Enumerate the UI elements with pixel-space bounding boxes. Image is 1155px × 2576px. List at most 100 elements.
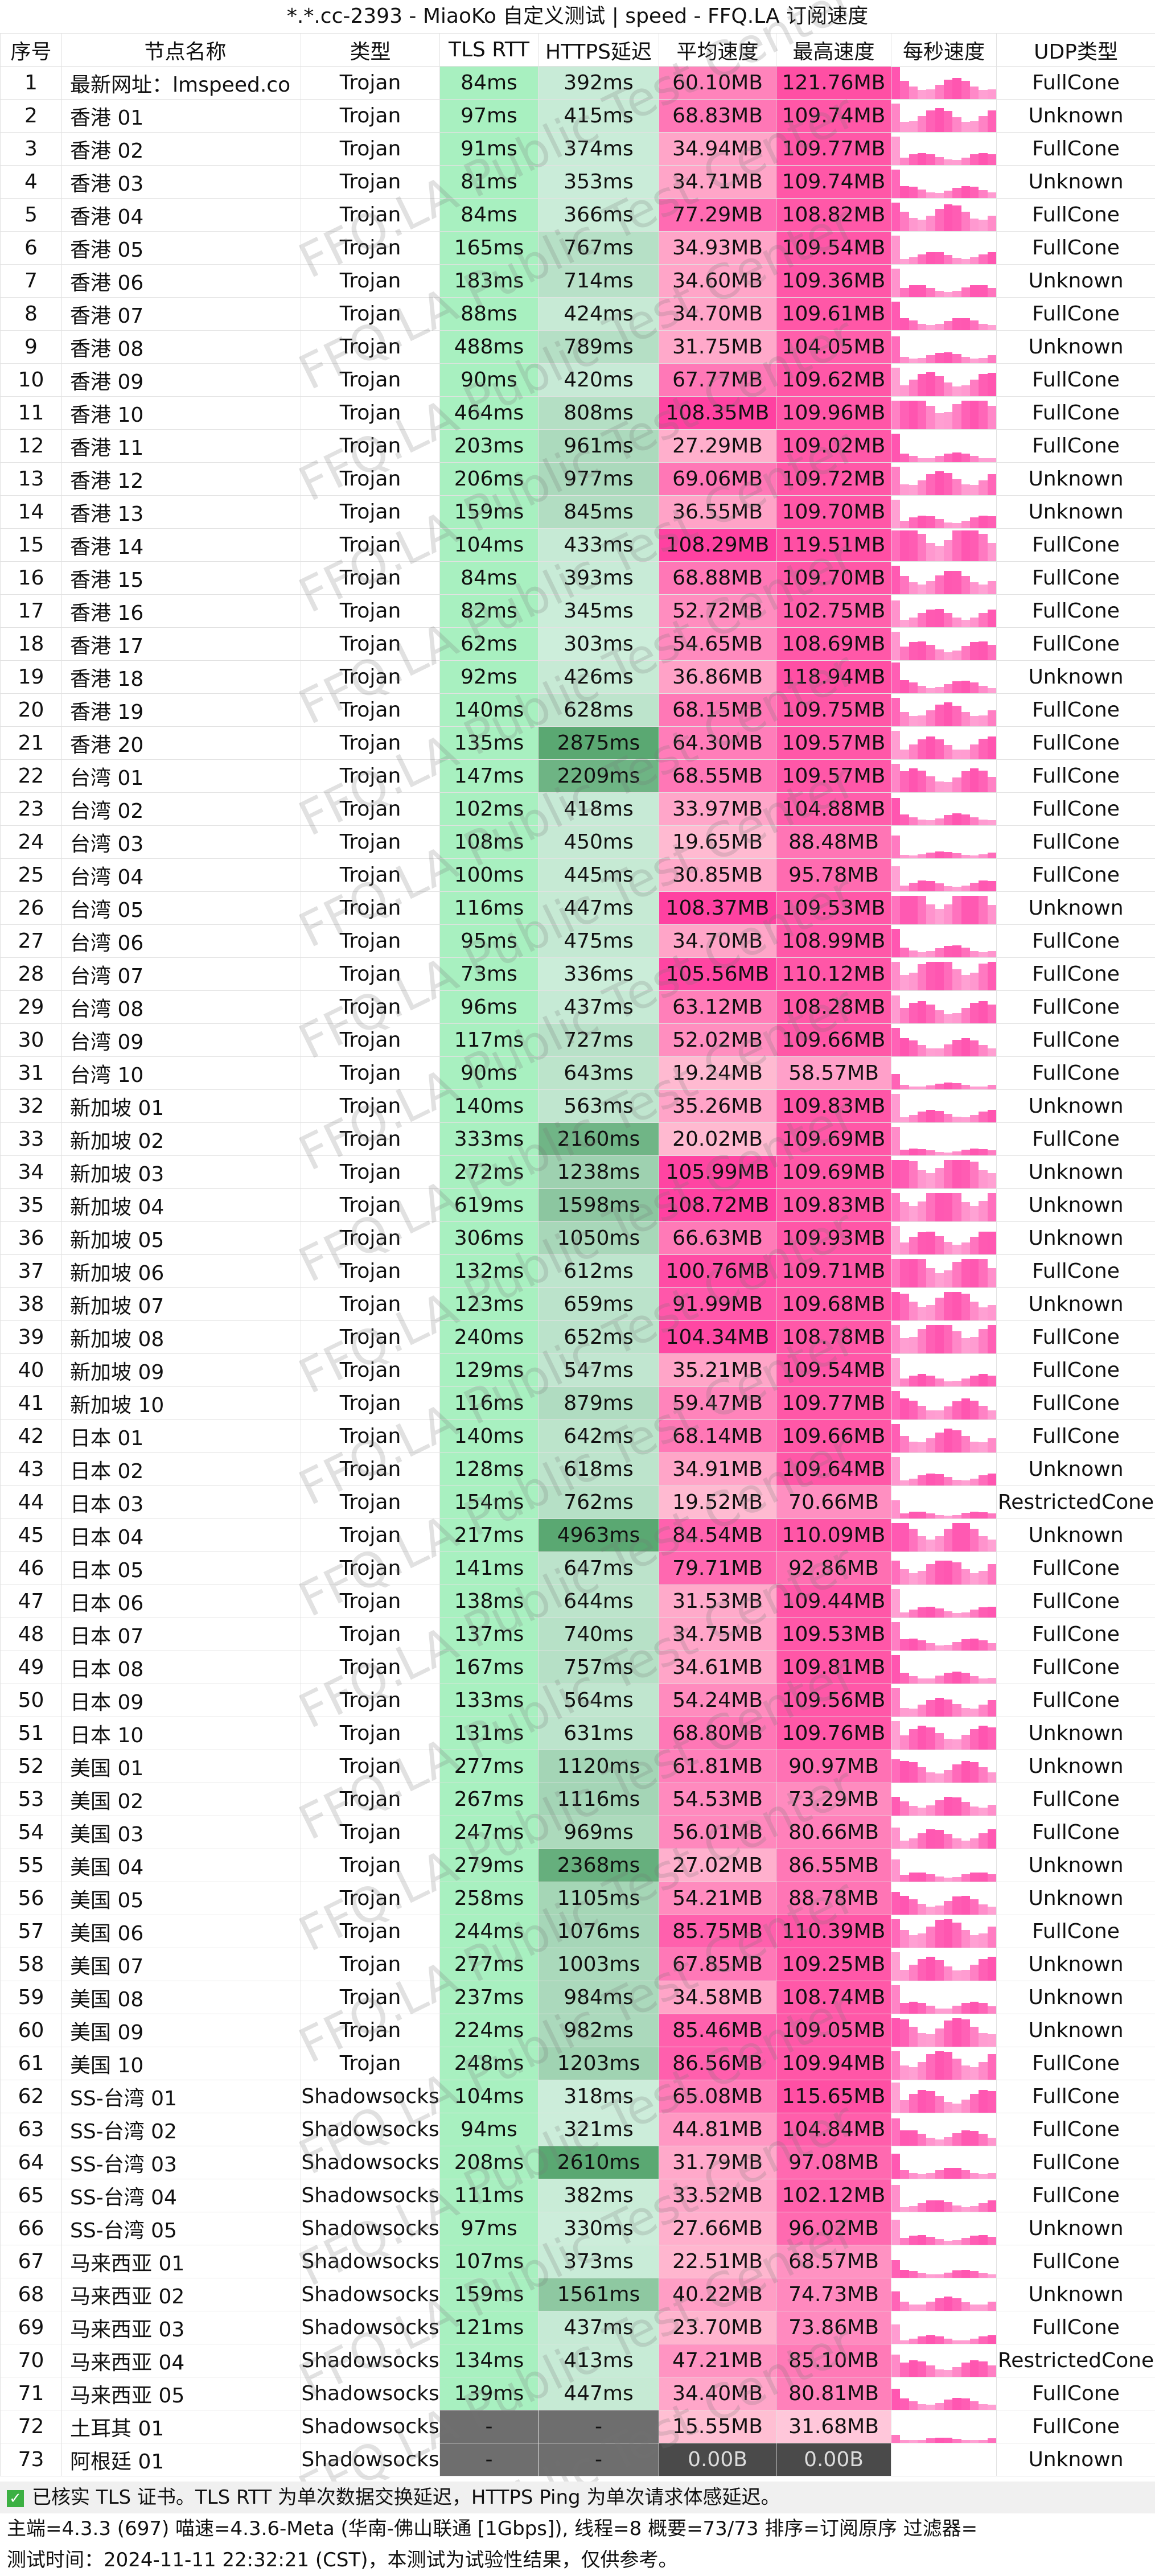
- sparkline-bar: [909, 1205, 918, 1221]
- sparkline-bar: [943, 2272, 953, 2278]
- sparkline-bar: [961, 1569, 970, 1585]
- max-speed: 109.69MB: [776, 1155, 891, 1189]
- sparkline-bar: [909, 2236, 918, 2245]
- sparkline-bar: [961, 646, 970, 660]
- sparkline-bar: [979, 1536, 988, 1552]
- sparkline-bar: [935, 1905, 944, 1915]
- max-speed: 109.68MB: [776, 1287, 891, 1321]
- sparkline-bar: [891, 1622, 901, 1651]
- sparkline-bars: [891, 727, 996, 759]
- sparkline-bar: [935, 1773, 944, 1783]
- sparkline-bar: [900, 1242, 909, 1254]
- node-type: Trojan: [301, 2047, 440, 2080]
- speed-sparkline: [891, 330, 997, 364]
- max-speed: 88.78MB: [776, 1882, 891, 1915]
- sparkline-bars: [891, 1751, 996, 1783]
- sparkline-bar: [909, 768, 918, 792]
- sparkline-bar: [900, 2003, 909, 2014]
- sparkline-bars: [891, 628, 996, 660]
- sparkline-bar: [935, 1919, 944, 1948]
- sparkline-bars: [891, 1057, 996, 1089]
- sparkline-bar: [935, 108, 944, 132]
- sparkline-bar: [926, 1325, 935, 1353]
- sparkline-bar: [952, 1261, 961, 1287]
- node-name: 新加坡 01: [61, 1089, 301, 1123]
- sparkline-bar: [961, 1612, 970, 1618]
- max-speed: 109.70MB: [776, 561, 891, 595]
- sparkline-bar: [943, 255, 953, 264]
- udp-type: FullCone: [996, 2410, 1155, 2443]
- sparkline-bar: [891, 1500, 901, 1519]
- sparkline-bar: [926, 1907, 935, 1915]
- tls-rtt: 91ms: [439, 132, 539, 166]
- node-type: Trojan: [301, 165, 440, 199]
- sparkline-bar: [979, 2003, 988, 2014]
- https-latency: 366ms: [538, 198, 659, 232]
- sparkline-bar: [891, 466, 901, 495]
- tls-rtt: 217ms: [439, 1519, 539, 1552]
- sparkline-bar: [952, 1331, 961, 1353]
- node-type: Shadowsocks: [301, 2344, 440, 2377]
- table-row: 70 马来西亚 04 Shadowsocks 134ms 413ms 47.21MB 85.…: [0, 2344, 1155, 2377]
- sparkline-bar: [943, 2369, 953, 2377]
- sparkline-bar: [952, 2018, 961, 2047]
- sparkline-bar: [961, 259, 970, 264]
- sparkline-bar: [900, 121, 909, 132]
- sparkline-bar: [891, 2355, 901, 2377]
- speed-sparkline: [891, 1816, 997, 1849]
- sparkline-bar: [926, 904, 935, 924]
- sparkline-bar: [917, 357, 927, 363]
- sparkline-bar: [891, 1292, 901, 1320]
- sparkline-bar: [935, 324, 944, 330]
- sparkline-bar: [926, 252, 935, 264]
- table-row: 26 台湾 05 Trojan 116ms 447ms 108.37MB 109.53MB U…: [0, 891, 1155, 925]
- sparkline-bar: [900, 81, 909, 99]
- node-type: Trojan: [301, 495, 440, 529]
- sparkline-bar: [917, 1904, 927, 1915]
- row-index: 26: [0, 891, 62, 925]
- udp-type: Unknown: [996, 2443, 1155, 2476]
- column-header: 最高速度: [776, 33, 891, 67]
- sparkline-bar: [943, 1476, 953, 1485]
- tls-rtt: 81ms: [439, 165, 539, 199]
- table-body: 1 最新网址：lmspeed.co Trojan 84ms 392ms 60.10MB 12…: [0, 66, 1155, 2476]
- sparkline-bar: [935, 883, 944, 891]
- sparkline-bar: [961, 1639, 970, 1651]
- table-row: 60 美国 09 Trojan 224ms 982ms 85.46MB 109.05MB Un…: [0, 2014, 1155, 2047]
- speed-sparkline: [891, 858, 997, 892]
- https-latency: 740ms: [538, 1618, 659, 1651]
- sparkline-bar: [926, 1805, 935, 1816]
- sparkline-bar: [961, 619, 970, 627]
- sparkline-bars: [891, 100, 996, 132]
- node-name: 台湾 06: [61, 924, 301, 958]
- speed-sparkline: [891, 429, 997, 463]
- row-index: 70: [0, 2344, 62, 2377]
- udp-type: FullCone: [996, 429, 1155, 463]
- udp-type: Unknown: [996, 462, 1155, 496]
- speed-sparkline: [891, 1585, 997, 1618]
- udp-type: FullCone: [996, 1023, 1155, 1057]
- sparkline-bar: [979, 880, 988, 891]
- sparkline-bar: [943, 745, 953, 759]
- udp-type: FullCone: [996, 2245, 1155, 2278]
- sparkline-bar: [917, 1872, 927, 1882]
- sparkline-bar: [891, 2185, 901, 2212]
- sparkline-bar: [891, 1358, 901, 1386]
- sparkline-bar: [969, 2401, 979, 2410]
- tls-rtt: 90ms: [439, 363, 539, 397]
- tls-rtt: 133ms: [439, 1684, 539, 1717]
- sparkline-bar: [917, 1405, 927, 1419]
- table-row: 36 新加坡 05 Trojan 306ms 1050ms 66.63MB 109.93MB…: [0, 1221, 1155, 1255]
- speed-sparkline: [891, 2047, 997, 2080]
- row-index: 8: [0, 297, 62, 331]
- sparkline-bar: [952, 1642, 961, 1651]
- node-type: Trojan: [301, 2014, 440, 2047]
- sparkline-bar: [987, 1438, 996, 1452]
- sparkline-bar: [917, 254, 927, 264]
- sparkline-bar: [891, 236, 901, 264]
- udp-type: Unknown: [996, 660, 1155, 694]
- max-speed: 80.66MB: [776, 1816, 891, 1849]
- sparkline-bar: [926, 2236, 935, 2245]
- sparkline-bar: [917, 116, 927, 132]
- sparkline-bars: [891, 2015, 996, 2047]
